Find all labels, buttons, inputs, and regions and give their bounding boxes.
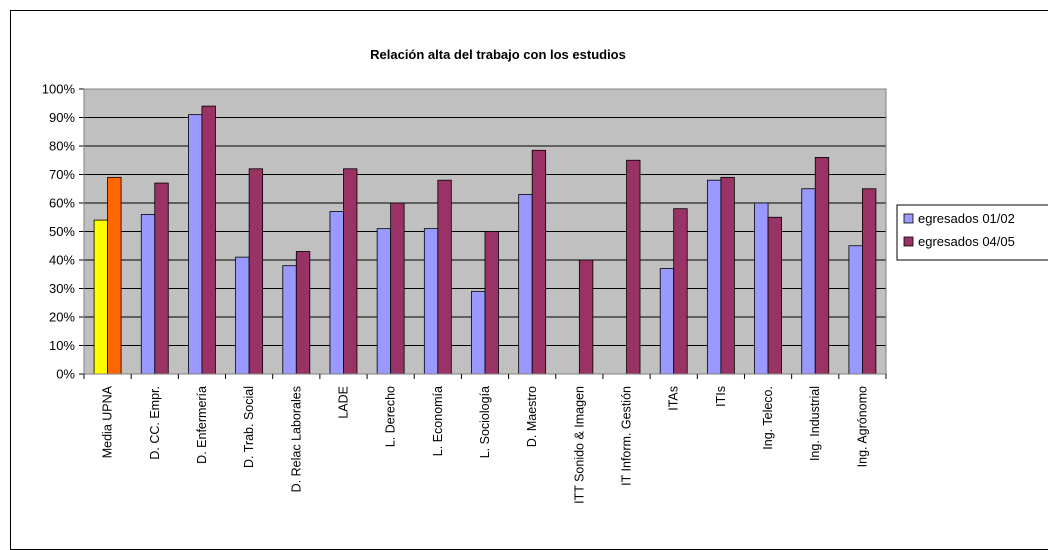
x-tick-label: D. Enfermería: [195, 386, 209, 464]
bar: [848, 245, 863, 375]
bar: [376, 228, 392, 375]
x-tick-label: LADE: [336, 386, 350, 419]
x-tick-label: D. Relac Laborales: [289, 386, 303, 492]
bar: [706, 179, 722, 375]
x-tick-label: IT Inform. Gestión: [620, 386, 634, 486]
bar: [801, 188, 816, 375]
chart-title: Relación alta del trabajo con los estudi…: [370, 47, 626, 62]
x-tick-label: ITAs: [667, 386, 681, 411]
bar: [423, 228, 439, 375]
bar: [140, 213, 156, 375]
plot-border: [83, 88, 887, 375]
bar: [154, 182, 169, 375]
bar: [471, 290, 486, 375]
legend-label: egresados 01/02: [918, 211, 1015, 226]
y-tick-label: 80%: [49, 139, 75, 154]
bar: [282, 265, 297, 375]
x-tick-labels: Media UPNA D. CC. Empr. D. Enfermería D. Tr…: [101, 385, 870, 504]
bar: [295, 251, 311, 375]
y-tick-label: 50%: [49, 224, 75, 239]
legend: egresados 01/02 egresados 04/05: [896, 204, 1048, 261]
bar: [107, 176, 122, 375]
x-tick-label: Ing. Industrial: [808, 386, 822, 461]
bar: [484, 231, 499, 375]
y-tick-label: 10%: [49, 338, 75, 353]
x-tick-label: D. Maestro: [525, 386, 539, 447]
bar: [518, 194, 533, 375]
bar: [754, 202, 769, 375]
bar: [235, 256, 250, 375]
x-tick-label: L. Derecho: [384, 386, 398, 447]
legend-box: [896, 204, 1048, 261]
bar: [814, 156, 830, 375]
axes: [79, 88, 887, 379]
legend-swatch: [903, 236, 914, 247]
bar: [329, 211, 344, 375]
y-tick-label: 60%: [49, 196, 75, 211]
x-tick-label: Media UPNA: [101, 385, 115, 458]
y-tick-labels: 0% 10% 20% 30% 40% 50% 60% 70% 80% 90% 100%: [42, 82, 76, 382]
bar: [437, 179, 452, 375]
bar: [767, 216, 782, 375]
bar: [188, 114, 203, 375]
x-tick-label: L. Economía: [431, 386, 445, 456]
x-tick-label: ITIs: [714, 386, 728, 407]
x-tick-label: L. Sociología: [478, 386, 492, 458]
y-tick-label: 100%: [42, 82, 76, 97]
bar: [862, 188, 877, 375]
bar: [390, 202, 405, 375]
y-tick-label: 70%: [49, 167, 75, 182]
bar: [673, 208, 688, 375]
y-tick-label: 40%: [49, 253, 75, 268]
bar: [659, 268, 675, 375]
bar: [531, 149, 547, 375]
bar: [248, 168, 264, 375]
legend-swatch: [903, 213, 914, 224]
bar: [93, 219, 108, 375]
y-tick-label: 0%: [56, 367, 75, 382]
bar: [343, 168, 358, 375]
legend-label: egresados 04/05: [918, 234, 1015, 249]
x-tick-label: ITT Sonido & Imagen: [572, 386, 586, 504]
y-tick-label: 30%: [49, 281, 75, 296]
x-tick-label: Ing. Agrónomo: [855, 386, 869, 467]
bar: [626, 159, 641, 375]
y-tick-label: 90%: [49, 110, 75, 125]
bar: [201, 105, 216, 375]
x-tick-label: D. Trab. Social: [242, 386, 256, 468]
x-tick-label: Ing. Teleco.: [761, 386, 775, 450]
y-tick-label: 20%: [49, 310, 75, 325]
x-tick-label: D. CC. Empr.: [148, 386, 162, 460]
bar: [720, 176, 735, 375]
bar: [578, 259, 594, 375]
